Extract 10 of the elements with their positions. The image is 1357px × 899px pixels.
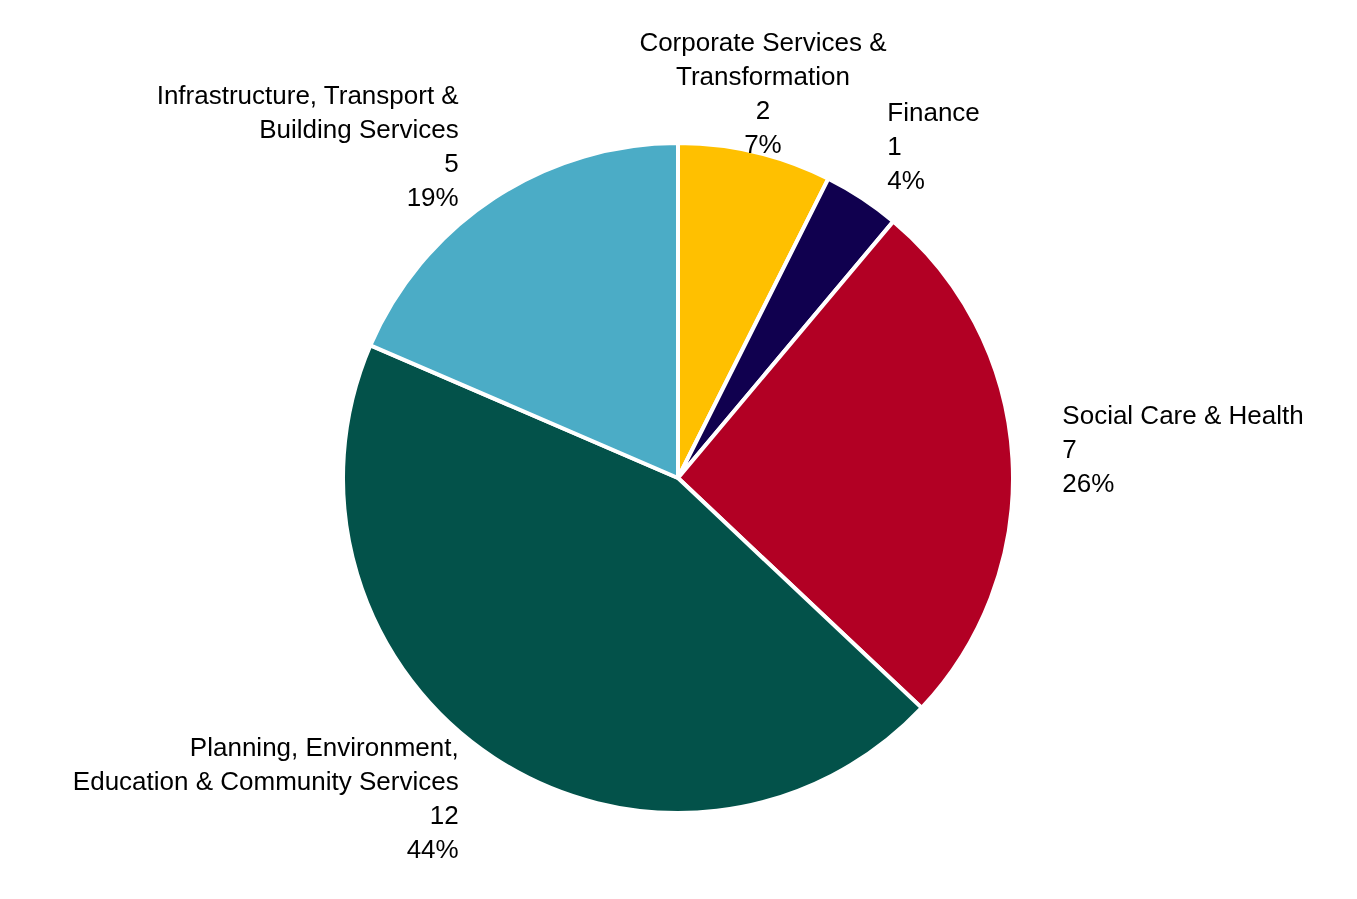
- data-label: 2 7%: [744, 94, 782, 159]
- slice-label: Planning, Environment, Education & Community Services: [72, 731, 459, 796]
- slice-label: Finance: [887, 97, 980, 128]
- data-label: 7 26%: [1062, 434, 1115, 499]
- data-label: 1 4%: [887, 131, 925, 196]
- data-label: 5 19%: [406, 148, 459, 213]
- data-label: 12 44%: [406, 799, 459, 864]
- slice-label: Social Care & Health: [1062, 400, 1304, 431]
- slice-label: Corporate Services & Transformation: [639, 26, 887, 91]
- slice-label: Infrastructure, Transport & Building Services: [156, 80, 459, 145]
